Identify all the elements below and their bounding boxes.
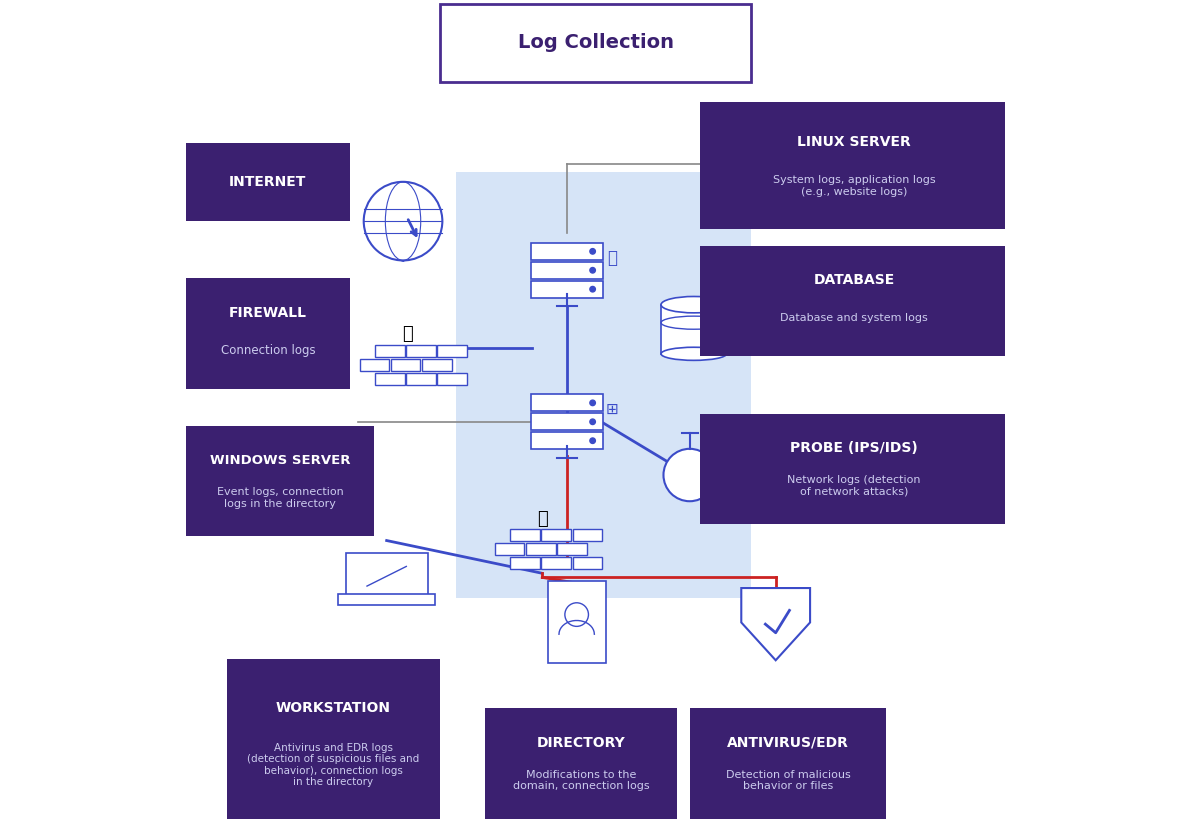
FancyBboxPatch shape [700,246,1008,356]
Text: Database and system logs: Database and system logs [780,313,928,323]
FancyBboxPatch shape [439,4,752,82]
Text: Modifications to the
domain, connection logs: Modifications to the domain, connection … [513,770,649,791]
FancyBboxPatch shape [557,543,587,555]
Text: Network logs (detection
of network attacks): Network logs (detection of network attac… [787,475,921,496]
Text: WINDOWS SERVER: WINDOWS SERVER [210,454,350,467]
FancyBboxPatch shape [437,345,467,357]
Text: DATABASE: DATABASE [813,274,894,287]
FancyBboxPatch shape [345,553,428,600]
FancyBboxPatch shape [548,581,606,663]
FancyBboxPatch shape [531,262,603,278]
FancyBboxPatch shape [375,373,405,385]
Text: Connection logs: Connection logs [220,344,316,357]
FancyBboxPatch shape [531,281,603,297]
FancyBboxPatch shape [391,359,420,371]
Circle shape [590,438,596,443]
FancyBboxPatch shape [406,373,436,385]
Ellipse shape [661,296,727,313]
FancyBboxPatch shape [227,659,439,819]
Text: FIREWALL: FIREWALL [229,306,307,320]
FancyBboxPatch shape [573,529,603,541]
FancyBboxPatch shape [531,432,603,449]
Circle shape [590,400,596,405]
FancyBboxPatch shape [437,373,467,385]
FancyBboxPatch shape [494,543,524,555]
FancyBboxPatch shape [531,395,603,411]
Text: 🔥: 🔥 [401,325,412,343]
Ellipse shape [661,347,727,360]
Text: Ⓛ: Ⓛ [607,249,617,267]
Circle shape [663,449,716,501]
FancyBboxPatch shape [542,529,572,541]
Text: System logs, application logs
(e.g., website logs): System logs, application logs (e.g., web… [773,175,935,197]
FancyBboxPatch shape [186,143,350,221]
FancyBboxPatch shape [360,359,389,371]
Circle shape [590,287,596,292]
FancyBboxPatch shape [526,543,555,555]
FancyBboxPatch shape [661,305,727,354]
Text: ANTIVIRUS/EDR: ANTIVIRUS/EDR [727,736,849,750]
FancyBboxPatch shape [531,242,603,260]
Text: PROBE (IPS/IDS): PROBE (IPS/IDS) [790,441,918,455]
FancyBboxPatch shape [573,557,603,569]
Text: Log Collection: Log Collection [518,34,673,52]
Text: Event logs, connection
logs in the directory: Event logs, connection logs in the direc… [217,487,343,509]
FancyBboxPatch shape [456,172,752,598]
Polygon shape [741,588,810,660]
FancyBboxPatch shape [690,708,886,819]
FancyBboxPatch shape [510,557,540,569]
Text: ⊞: ⊞ [605,402,618,417]
Text: LINUX SERVER: LINUX SERVER [797,134,911,148]
Text: DIRECTORY: DIRECTORY [537,736,625,750]
FancyBboxPatch shape [700,414,1008,524]
Circle shape [590,419,596,424]
FancyBboxPatch shape [531,414,603,430]
FancyBboxPatch shape [485,708,678,819]
Text: Antivirus and EDR logs
(detection of suspicious files and
behavior), connection : Antivirus and EDR logs (detection of sus… [248,743,419,787]
FancyBboxPatch shape [338,595,436,605]
FancyBboxPatch shape [422,359,451,371]
FancyBboxPatch shape [186,426,374,536]
Circle shape [590,268,596,273]
FancyBboxPatch shape [375,345,405,357]
FancyBboxPatch shape [510,529,540,541]
FancyBboxPatch shape [186,278,350,389]
Text: Detection of malicious
behavior or files: Detection of malicious behavior or files [725,770,850,791]
Text: INTERNET: INTERNET [229,175,306,189]
Circle shape [590,249,596,254]
Circle shape [363,182,442,260]
Text: 🔥: 🔥 [537,509,548,527]
FancyBboxPatch shape [406,345,436,357]
Text: WORKSTATION: WORKSTATION [276,700,391,715]
FancyBboxPatch shape [700,102,1008,229]
FancyBboxPatch shape [542,557,572,569]
